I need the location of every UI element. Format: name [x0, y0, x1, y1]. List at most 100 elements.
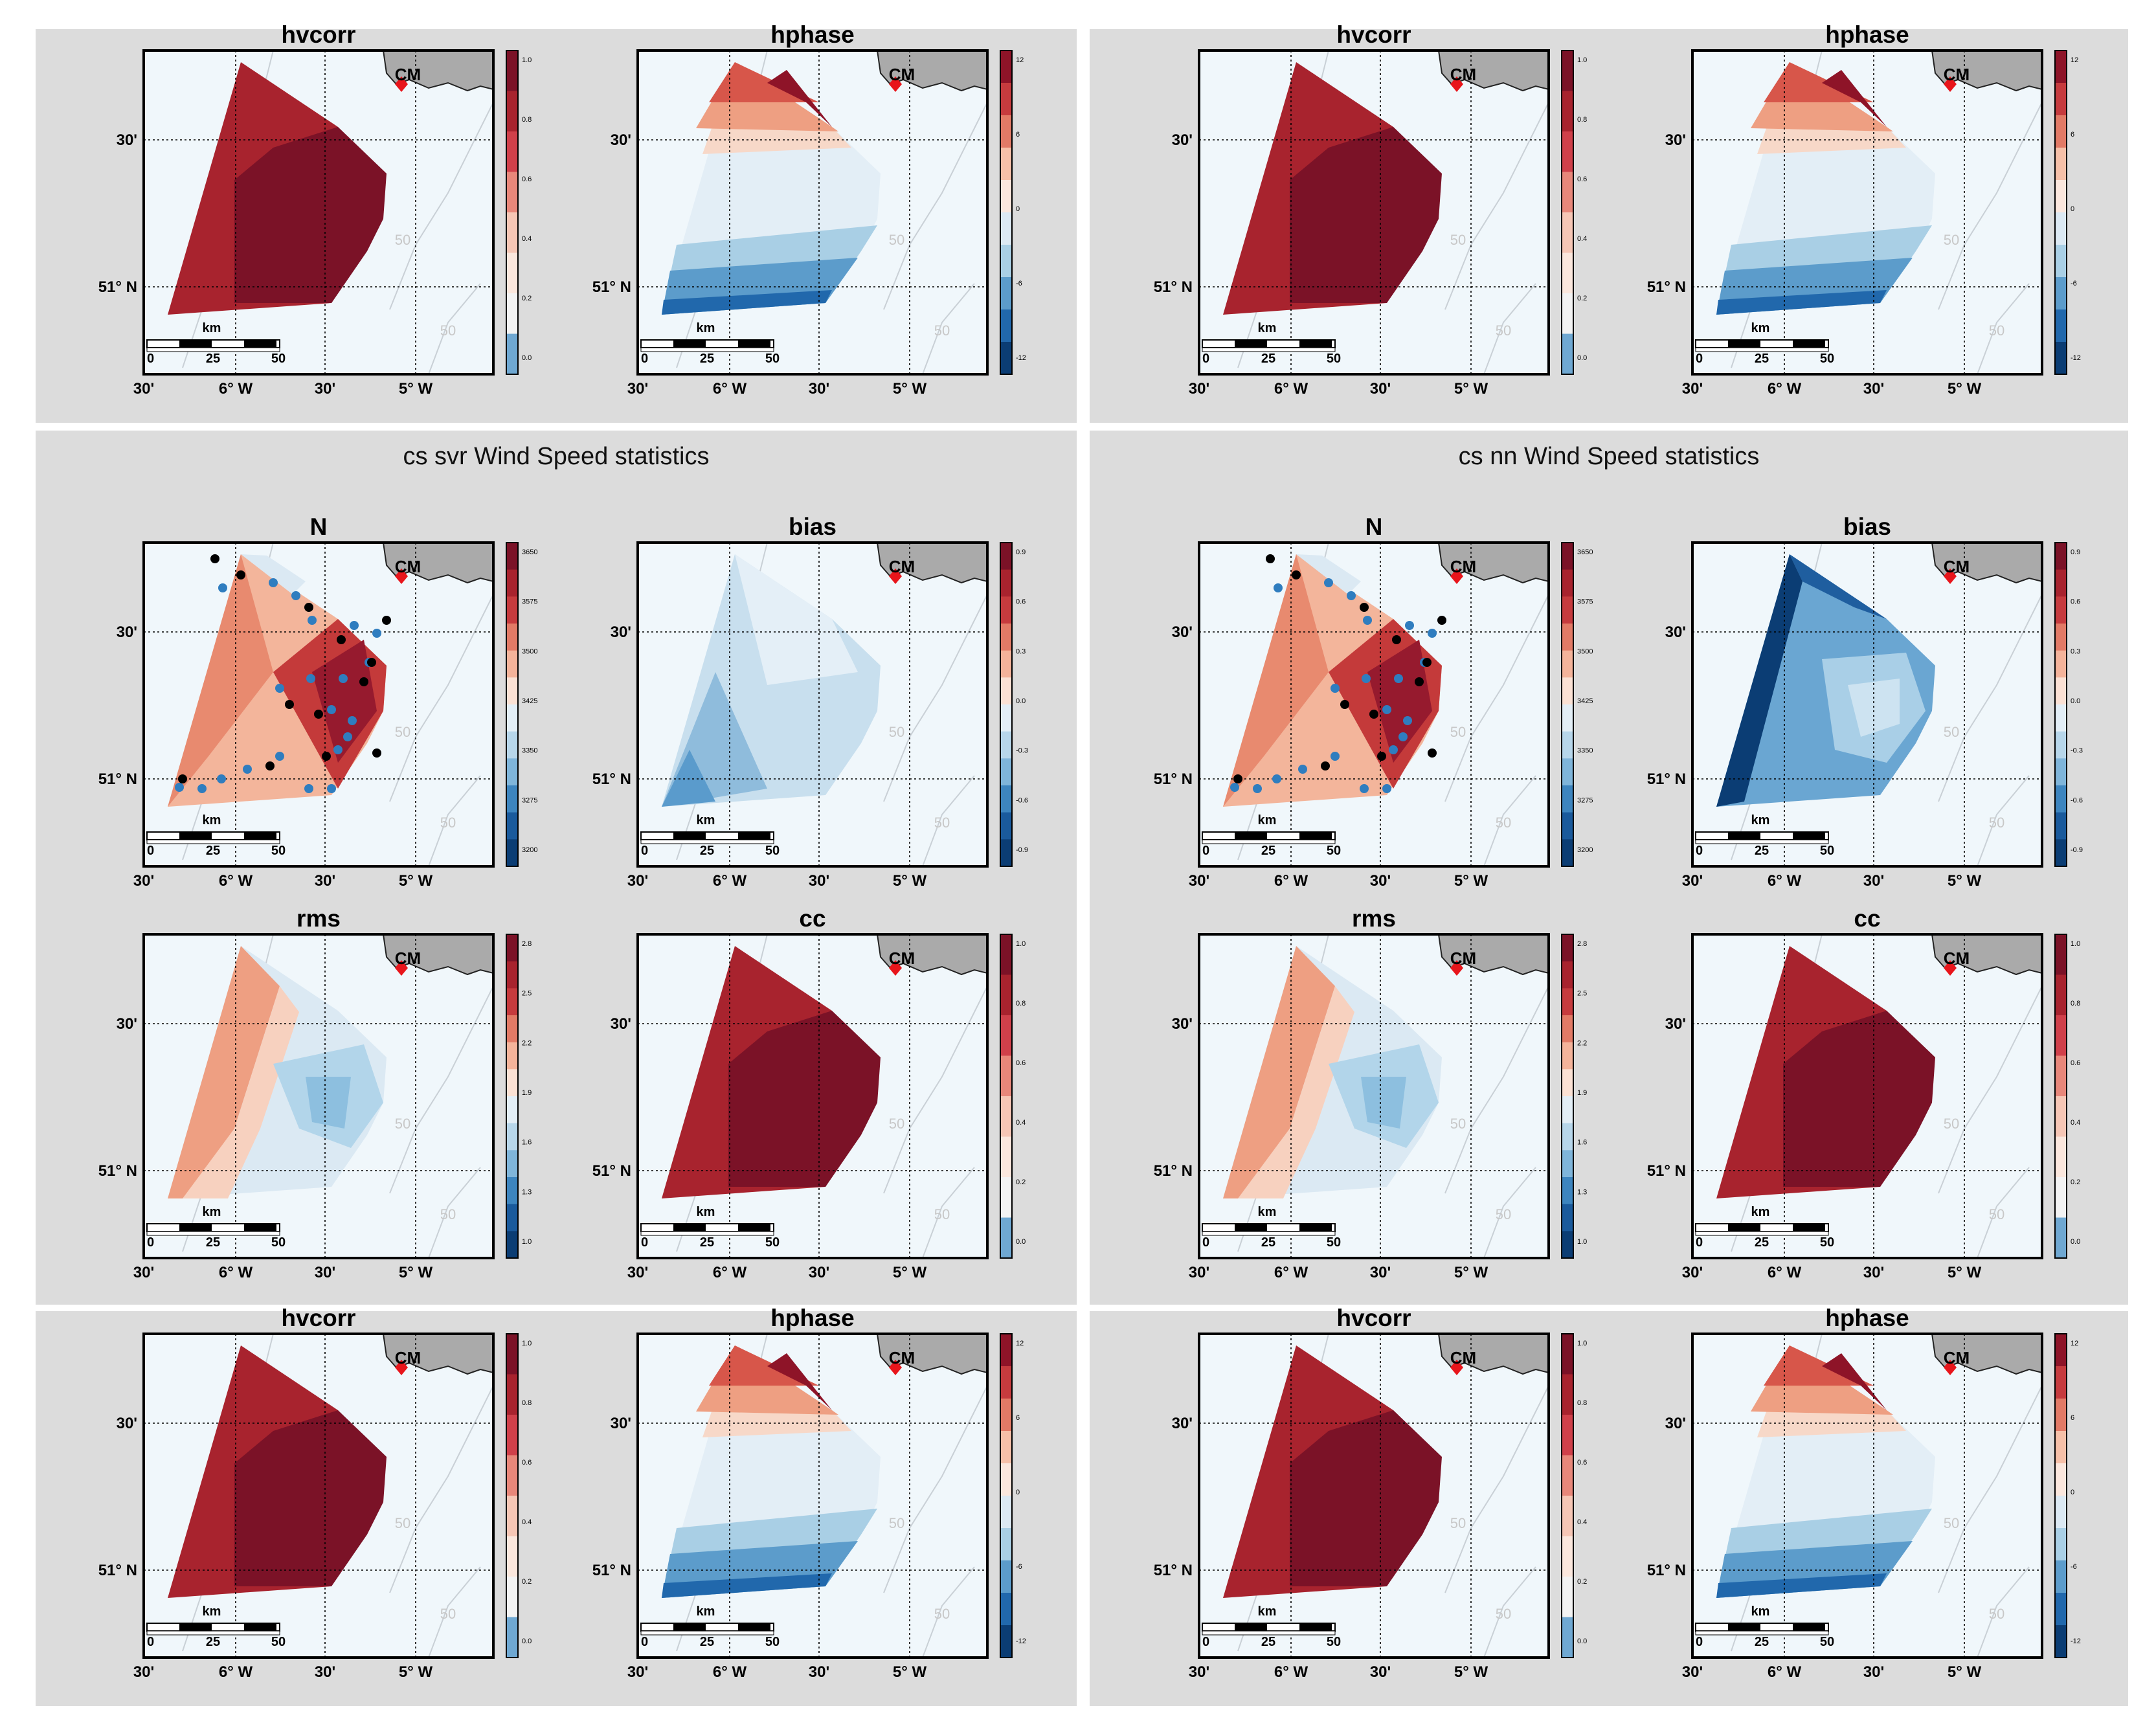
depth-label: 50 [395, 1116, 410, 1132]
depth-label: 50 [1450, 1515, 1466, 1531]
map-frame [1691, 1333, 2043, 1659]
station-dot [1377, 752, 1386, 761]
contour-fill [168, 554, 273, 807]
station-dot [285, 700, 294, 709]
station-label: CM [1944, 65, 1970, 84]
depth-label: 50 [1450, 1116, 1466, 1132]
scale-bar: km 0 25 50 [640, 321, 780, 366]
scale-tick: 50 [1820, 352, 1834, 366]
contour-fill [241, 554, 306, 594]
contour-fill [1238, 986, 1354, 1198]
map-frame [636, 49, 989, 376]
lon-label: 5° W [893, 1663, 927, 1681]
station-dot [306, 674, 315, 683]
station-dot [314, 710, 323, 719]
lon-label: 30' [1863, 1663, 1884, 1681]
scale-unit: km [1751, 813, 1770, 827]
scale-tick: 50 [1820, 844, 1834, 858]
colorbar-tick: 0.0 [1577, 354, 1587, 362]
station-dot [1428, 629, 1437, 638]
scale-unit: km [1258, 321, 1277, 335]
colorbar-tick: 0.4 [2071, 1119, 2080, 1127]
lat-label: 30' [611, 1015, 631, 1033]
colorbar-tick: 6 [2071, 131, 2074, 139]
depth-contour [389, 102, 494, 310]
colorbar-tick: 0.2 [522, 295, 532, 302]
colorbar-tick: 0.0 [2071, 1238, 2080, 1246]
map-frame [1691, 541, 2043, 868]
contour-fill [735, 554, 858, 685]
map-hvcorr: hvcorr 50 50 CM km 0 25 50 30' 51° N 30' 6° W 30' 5° … [1154, 1305, 1588, 1681]
contour-fill [1223, 554, 1329, 807]
colorbar-tick: 6 [1016, 131, 1020, 139]
scale-unit: km [697, 321, 715, 335]
colorbar: 12 6 0 -6 -12 [1000, 50, 1026, 375]
lon-label: 6° W [219, 872, 253, 890]
panel-title-nn: cs nn Wind Speed statistics [1458, 443, 1760, 470]
depth-contour [883, 1385, 988, 1593]
station-label: CM [1944, 557, 1970, 576]
scale-unit: km [1751, 1604, 1770, 1619]
lat-label: 51° N [1154, 1562, 1193, 1579]
colorbar-tick: 1.0 [1577, 56, 1587, 64]
lon-label: 6° W [713, 1264, 747, 1281]
colorbar-tick: 2.2 [1577, 1039, 1587, 1047]
colorbar-tick: -0.3 [1016, 747, 1028, 755]
colorbar-tick: 0 [1016, 1489, 1020, 1496]
colorbar-tick: 1.6 [1577, 1139, 1587, 1147]
station-dot [1389, 745, 1398, 754]
lon-label: 30' [315, 872, 335, 890]
map-title: N [310, 513, 328, 540]
station-dot [1266, 554, 1275, 563]
depth-label: 50 [889, 1116, 904, 1132]
depth-contour [922, 1167, 975, 1259]
lon-label: 5° W [893, 1264, 927, 1281]
map-cc: cc 50 50 CM km 0 25 50 30' 51° N 30' 6° W 30' 5° W 1.0… [592, 905, 1026, 1281]
colorbar-tick: 2.2 [522, 1039, 532, 1047]
map-title: cc [1854, 905, 1880, 932]
depth-label: 50 [1496, 322, 1511, 339]
scale-tick: 25 [206, 1235, 220, 1250]
depth-label: 50 [1989, 1606, 2004, 1622]
depth-label: 50 [440, 1206, 456, 1222]
contour-fill [234, 127, 387, 303]
lat-label: 51° N [1154, 770, 1193, 788]
scale-tick: 0 [1202, 352, 1209, 366]
station-dot [339, 674, 348, 683]
station-dot [197, 784, 207, 793]
colorbar-tick: 0.9 [2071, 548, 2080, 556]
station-dot [1230, 783, 1239, 792]
map-hvcorr: hvcorr 50 50 CM km 0 25 50 30' 51° N 30' 6° W 30' 5° … [1154, 21, 1588, 398]
colorbar-tick: 1.0 [1016, 940, 1026, 948]
lon-label: 30' [1863, 380, 1884, 398]
colorbar-tick: 0.0 [1016, 697, 1026, 705]
station-dot [1340, 700, 1349, 709]
lon-label: 30' [315, 380, 335, 398]
contour-fill [1783, 1011, 1935, 1187]
depth-contour [1977, 1167, 2030, 1259]
map-hvcorr: hvcorr 50 50 CM km 0 25 50 30' 51° N 30' 6° W 30' 5° … [98, 21, 532, 398]
map-title: N [1365, 513, 1383, 540]
station-marker [395, 76, 408, 92]
depth-contour [389, 594, 494, 802]
colorbar-tick: 6 [1016, 1414, 1020, 1422]
lat-label: 51° N [592, 1562, 631, 1579]
contour-fill [767, 70, 832, 127]
colorbar-tick: 2.5 [1577, 990, 1587, 998]
colorbar-tick: 0.6 [1577, 1459, 1587, 1467]
station-dot [372, 629, 381, 638]
lon-label: 30' [627, 1264, 648, 1281]
colorbar-tick: 0.6 [1016, 598, 1026, 606]
lon-label: 6° W [219, 1663, 253, 1681]
station-dot [1392, 635, 1401, 644]
colorbar-tick: -6 [1016, 1563, 1022, 1571]
colorbar-tick: 0.6 [1577, 175, 1587, 183]
colorbar-tick: 1.6 [522, 1139, 532, 1147]
station-dot [210, 554, 219, 563]
scale-tick: 50 [765, 1635, 780, 1649]
colorbar-tick: 0.3 [2071, 647, 2080, 655]
map-frame [1198, 933, 1550, 1259]
colorbar: 3650 3575 3500 3425 3350 3275 3200 [506, 542, 537, 867]
scale-tick: 50 [1327, 1235, 1341, 1250]
lon-label: 30' [627, 872, 648, 890]
